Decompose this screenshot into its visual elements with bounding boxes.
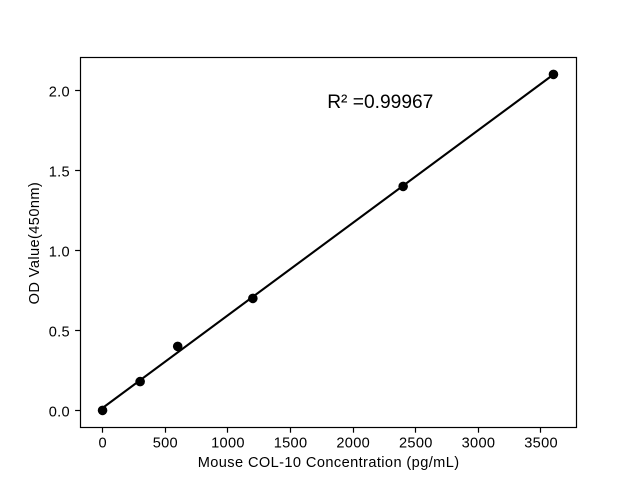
svg-text:500: 500 <box>153 436 178 452</box>
svg-text:2000: 2000 <box>336 436 370 452</box>
svg-text:3000: 3000 <box>462 436 496 452</box>
svg-text:1000: 1000 <box>211 436 245 452</box>
svg-text:0.0: 0.0 <box>49 404 70 420</box>
svg-text:3500: 3500 <box>524 436 558 452</box>
svg-text:1500: 1500 <box>274 436 308 452</box>
svg-text:1.0: 1.0 <box>49 244 70 260</box>
svg-text:2.0: 2.0 <box>49 84 70 100</box>
svg-text:1.5: 1.5 <box>49 164 70 180</box>
svg-text:2500: 2500 <box>399 436 433 452</box>
svg-text:OD Value(450nm): OD Value(450nm) <box>27 182 43 305</box>
svg-text:0: 0 <box>98 436 106 452</box>
svg-text:0.5: 0.5 <box>49 324 70 340</box>
svg-text:Mouse COL-10 Concentration (pg: Mouse COL-10 Concentration (pg/mL) <box>198 455 460 471</box>
svg-text:R² =0.99967: R² =0.99967 <box>327 92 433 113</box>
